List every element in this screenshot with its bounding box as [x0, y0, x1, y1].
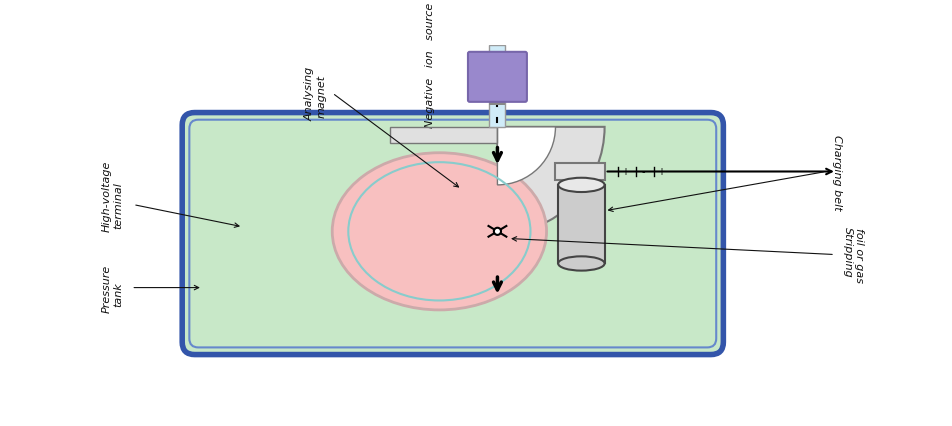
Text: -: - — [642, 167, 645, 177]
Ellipse shape — [202, 130, 275, 339]
Text: magnet: magnet — [316, 75, 327, 118]
Text: Pressure: Pressure — [101, 264, 111, 312]
Circle shape — [494, 228, 501, 235]
Ellipse shape — [630, 130, 704, 339]
Text: +: + — [657, 167, 664, 177]
Text: Stripping: Stripping — [843, 227, 853, 278]
Text: foil or gas: foil or gas — [854, 227, 864, 282]
Ellipse shape — [558, 178, 605, 193]
Bar — [489, 98, 506, 105]
Bar — [390, 127, 498, 144]
Text: Charging belt: Charging belt — [832, 134, 842, 210]
Ellipse shape — [211, 141, 266, 327]
Bar — [558, 185, 605, 264]
Wedge shape — [498, 127, 555, 185]
Bar — [555, 163, 605, 181]
Text: High-voltage: High-voltage — [101, 161, 111, 232]
Text: tank: tank — [113, 282, 123, 306]
FancyBboxPatch shape — [182, 113, 724, 355]
Text: Negative   ion   source: Negative ion source — [426, 3, 435, 128]
Ellipse shape — [332, 153, 546, 310]
Ellipse shape — [640, 141, 694, 327]
FancyBboxPatch shape — [238, 121, 667, 348]
Ellipse shape — [558, 257, 605, 271]
FancyBboxPatch shape — [468, 53, 526, 103]
Text: terminal: terminal — [113, 181, 123, 228]
Bar — [390, 127, 498, 144]
Bar — [489, 46, 506, 127]
Wedge shape — [498, 127, 605, 234]
Text: Analysing: Analysing — [305, 66, 315, 121]
Text: +: + — [621, 167, 629, 177]
